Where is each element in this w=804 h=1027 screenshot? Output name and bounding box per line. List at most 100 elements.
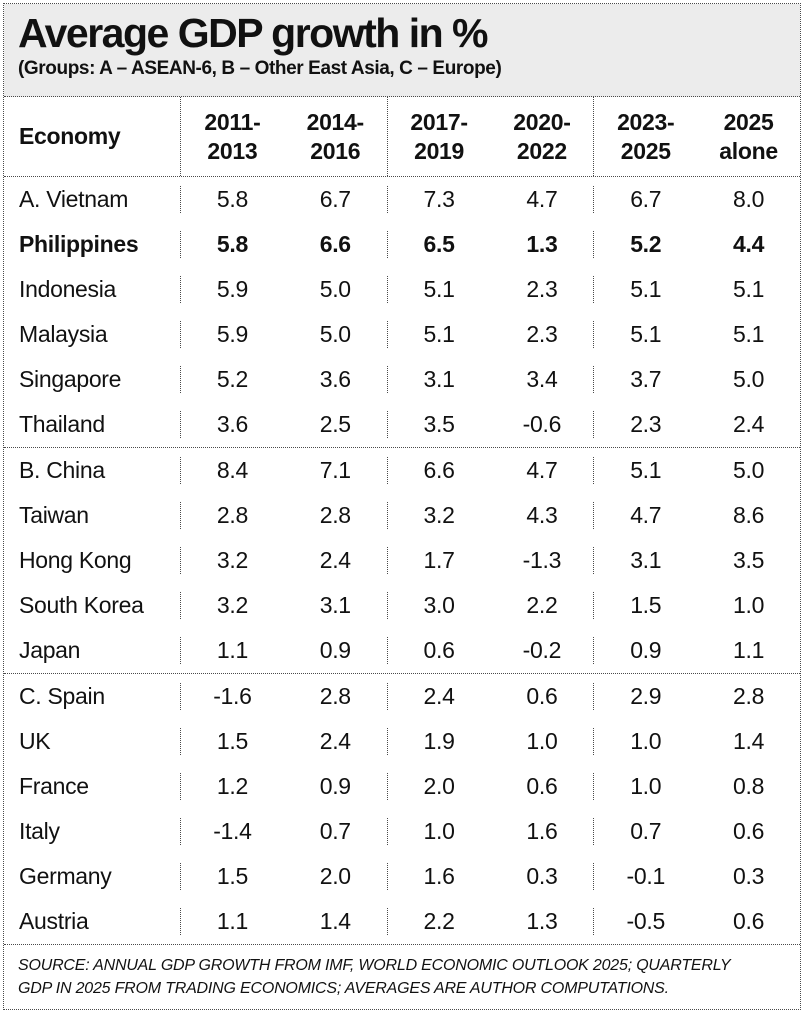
gdp-value: 1.7 xyxy=(386,547,491,574)
gdp-value: 5.0 xyxy=(319,276,351,302)
table-row-philippines: Philippines 5.8 6.6 6.5 1.3 5.2 4.4 xyxy=(4,222,800,267)
table-row-thailand: Thailand 3.6 2.5 3.5 -0.6 2.3 2.4 xyxy=(4,402,800,447)
gdp-value: 1.0 xyxy=(733,592,765,618)
gdp-value: 5.2 xyxy=(180,366,284,393)
table-row-malaysia: Malaysia 5.9 5.0 5.1 2.3 5.1 5.1 xyxy=(4,312,800,357)
table-row-taiwan: Taiwan 2.8 2.8 3.2 4.3 4.7 8.6 xyxy=(4,493,800,538)
gdp-value: 2.3 xyxy=(526,321,558,347)
gdp-value: 2.9 xyxy=(593,683,697,710)
column-header-2014-2016: 2014- 2016 xyxy=(284,97,387,176)
column-header-2020-2022: 2020- 2022 xyxy=(490,97,593,176)
period-line: 2025 xyxy=(620,137,671,164)
gdp-value: 5.9 xyxy=(180,276,284,303)
economy-label: Taiwan xyxy=(19,502,89,528)
table-row-france: France 1.2 0.9 2.0 0.6 1.0 0.8 xyxy=(4,764,800,809)
gdp-value: 1.5 xyxy=(593,592,697,619)
gdp-value: 0.3 xyxy=(526,863,558,889)
gdp-value: 0.6 xyxy=(733,818,765,844)
gdp-value: 5.1 xyxy=(593,321,697,348)
table-row-china: B. China 8.4 7.1 6.6 4.7 5.1 5.0 xyxy=(4,448,800,493)
economy-label: C. Spain xyxy=(19,683,105,709)
gdp-value: 6.7 xyxy=(593,186,697,213)
gdp-value: 2.4 xyxy=(733,411,765,437)
title-band: Average GDP growth in % (Groups: A – ASE… xyxy=(4,4,800,97)
table-header: Economy 2011- 2013 2014- 2016 2017- 2019… xyxy=(4,97,800,177)
economy-label: B. China xyxy=(19,457,105,483)
period-line: alone xyxy=(719,137,778,164)
period-line: 2025 xyxy=(723,108,774,135)
gdp-value: 2.2 xyxy=(386,908,491,935)
economy-label: Italy xyxy=(19,818,60,844)
column-header-2017-2019: 2017- 2019 xyxy=(386,97,491,176)
column-header-2023-2025: 2023- 2025 xyxy=(593,97,697,176)
economy-label: Austria xyxy=(19,908,89,934)
gdp-value: 5.8 xyxy=(180,186,284,213)
gdp-value: -1.6 xyxy=(180,683,284,710)
gdp-value: 5.0 xyxy=(733,457,765,483)
gdp-value: 1.6 xyxy=(526,818,558,844)
gdp-value: 6.5 xyxy=(386,231,491,258)
gdp-value: 5.9 xyxy=(180,321,284,348)
column-header-economy: Economy xyxy=(19,123,121,150)
gdp-value: 5.1 xyxy=(593,276,697,303)
gdp-value: 6.6 xyxy=(386,457,491,484)
source-text: SOURCE: ANNUAL GDP GROWTH FROM IMF, WORL… xyxy=(18,957,731,998)
period-line: 2022 xyxy=(516,137,567,164)
gdp-value: 1.0 xyxy=(386,818,491,845)
economy-label: UK xyxy=(19,728,51,754)
gdp-value: 7.1 xyxy=(319,457,351,483)
gdp-value: 1.1 xyxy=(180,637,284,664)
economy-label: Philippines xyxy=(19,231,139,257)
period-line: 2019 xyxy=(414,137,465,164)
gdp-value: 3.1 xyxy=(386,366,491,393)
gdp-value: 3.2 xyxy=(180,592,284,619)
gdp-value: 5.0 xyxy=(319,321,351,347)
gdp-value: 1.5 xyxy=(180,728,284,755)
gdp-value: 8.6 xyxy=(733,502,765,528)
gdp-value: 1.3 xyxy=(526,231,558,257)
period-line: 2017- xyxy=(410,108,468,135)
gdp-value: 3.6 xyxy=(180,411,284,438)
gdp-value: 4.7 xyxy=(593,502,697,529)
table-row-germany: Germany 1.5 2.0 1.6 0.3 -0.1 0.3 xyxy=(4,854,800,899)
gdp-value: 0.7 xyxy=(593,818,697,845)
gdp-value: 5.1 xyxy=(386,321,491,348)
gdp-value: 3.6 xyxy=(319,366,351,392)
table-row-italy: Italy -1.4 0.7 1.0 1.6 0.7 0.6 xyxy=(4,809,800,854)
group-asean6: A. Vietnam 5.8 6.7 7.3 4.7 6.7 8.0 Phili… xyxy=(4,177,800,448)
gdp-value: -1.4 xyxy=(180,818,284,845)
gdp-value: 3.4 xyxy=(526,366,558,392)
period-line: 2023- xyxy=(617,108,675,135)
column-header-2011-2013: 2011- 2013 xyxy=(180,97,284,176)
gdp-value: 1.9 xyxy=(386,728,491,755)
gdp-value: 1.5 xyxy=(180,863,284,890)
period-line: 2014- xyxy=(306,108,365,135)
gdp-value: 0.3 xyxy=(733,863,765,889)
table-row-uk: UK 1.5 2.4 1.9 1.0 1.0 1.4 xyxy=(4,719,800,764)
gdp-value: 5.1 xyxy=(386,276,491,303)
gdp-value: 2.3 xyxy=(593,411,697,438)
page-title: Average GDP growth in % xyxy=(18,10,489,56)
gdp-value: 0.6 xyxy=(526,683,558,709)
gdp-value: 8.0 xyxy=(733,186,765,212)
economy-label: South Korea xyxy=(19,592,144,618)
gdp-value: 1.0 xyxy=(593,773,697,800)
economy-label: Germany xyxy=(19,863,112,889)
economy-label: Hong Kong xyxy=(19,547,132,573)
gdp-value: 2.8 xyxy=(180,502,284,529)
table-row-austria: Austria 1.1 1.4 2.2 1.3 -0.5 0.6 xyxy=(4,899,800,944)
gdp-value: 5.8 xyxy=(180,231,284,258)
gdp-value: 2.4 xyxy=(319,547,351,573)
group-europe: C. Spain -1.6 2.8 2.4 0.6 2.9 2.8 UK 1.5… xyxy=(4,674,800,945)
gdp-value: 3.1 xyxy=(593,547,697,574)
period-line: 2016 xyxy=(310,137,361,164)
gdp-value: 1.4 xyxy=(733,728,765,754)
gdp-value: 4.3 xyxy=(526,502,558,528)
gdp-value: 0.6 xyxy=(733,908,765,934)
period-line: 2011- xyxy=(204,108,261,135)
gdp-value: 0.7 xyxy=(319,818,351,844)
gdp-value: 0.9 xyxy=(593,637,697,664)
gdp-value: 6.6 xyxy=(319,231,351,257)
gdp-value: 3.5 xyxy=(733,547,765,573)
gdp-value: 2.8 xyxy=(319,502,351,528)
